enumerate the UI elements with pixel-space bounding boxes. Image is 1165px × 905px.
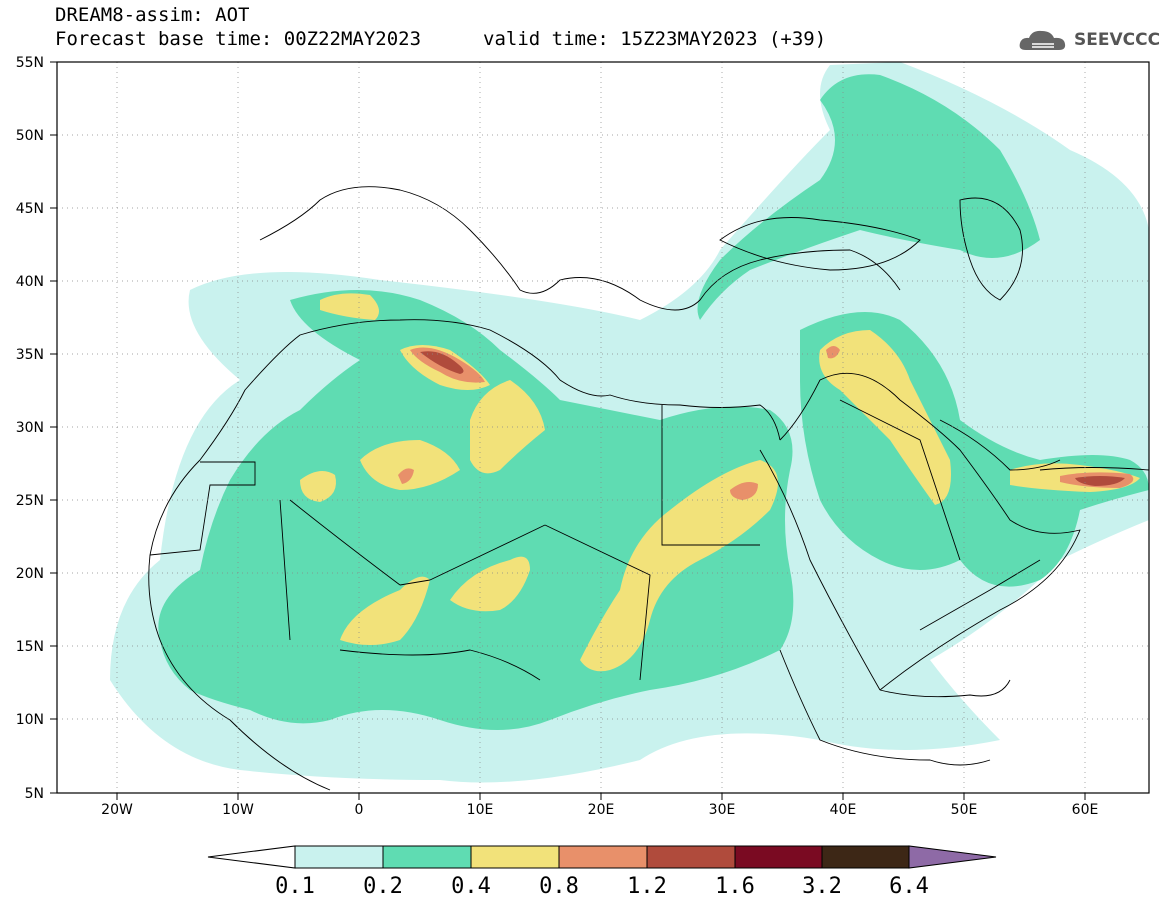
coastline-black-sea [719, 217, 921, 271]
lon-label-20w: 20W [101, 802, 133, 818]
lat-label-25n: 25N [16, 493, 44, 509]
coastline-north-africa [149, 319, 781, 556]
colorbar-segment-6 [821, 845, 910, 869]
aot-contour-yellow-10 [320, 293, 379, 320]
colorbar-low-arrow [207, 845, 296, 869]
lat-label-55n: 55N [16, 55, 44, 71]
aot-contour-green-north [697, 74, 1040, 321]
lon-label-60e: 60E [1072, 802, 1099, 818]
colorbar-segment-3 [558, 845, 648, 869]
grid-lines [57, 62, 1149, 793]
lon-label-20e: 20E [588, 802, 615, 818]
colorbar-label-4: 1.2 [627, 874, 667, 899]
coastline-arabia [779, 372, 1081, 691]
coastlines [148, 186, 1149, 791]
border-mauritania [149, 461, 256, 556]
border-libya-egypt [661, 405, 760, 546]
lat-label-15n: 15N [16, 639, 44, 655]
colorbar-label-6: 3.2 [802, 874, 842, 899]
colorbar-label-0: 0.1 [275, 874, 315, 899]
colorbar-high-arrow [908, 845, 997, 869]
aot-contour-red-2 [1075, 476, 1125, 486]
lon-label-50e: 50E [951, 802, 978, 818]
aot-contour-red-1 [420, 351, 464, 374]
lat-label-50n: 50N [16, 128, 44, 144]
lat-label-45n: 45N [16, 201, 44, 217]
lon-label-10e: 10E [467, 802, 494, 818]
colorbar-segment-2 [470, 845, 560, 869]
colorbar [207, 845, 997, 869]
lat-label-40n: 40N [16, 274, 44, 290]
colorbar-labels: 0.1 0.2 0.4 0.8 1.2 1.6 3.2 6.4 [275, 874, 929, 899]
forecast-base-time: Forecast base time: 00Z22MAY2023 [55, 28, 422, 50]
aot-contour-yellow-5 [360, 440, 460, 490]
border-ethiopia [779, 649, 991, 766]
coastline-gulf [939, 419, 1061, 471]
coastline-europe [259, 186, 901, 311]
lat-label-35n: 35N [16, 347, 44, 363]
logo-text: SEEVCCC [1074, 30, 1161, 50]
lon-label-0: 0 [355, 802, 364, 818]
coastline-caspian [959, 197, 1023, 301]
aot-contour-yellow-2 [450, 556, 530, 612]
aot-field [57, 62, 1149, 793]
longitude-labels: 20W 10W 0 10E 20E 30E 40E 50E 60E [101, 802, 1098, 818]
aot-contour-orange-5 [826, 346, 840, 359]
colorbar-label-2: 0.4 [451, 874, 491, 899]
border-saudi [839, 399, 1041, 631]
aot-contour-yellow-3 [580, 460, 778, 672]
colorbar-segment-0 [294, 845, 384, 869]
lon-label-30e: 30E [709, 802, 736, 818]
lat-label-30n: 30N [16, 420, 44, 436]
border-algeria-mali [279, 499, 431, 641]
cloud-logo-icon [1019, 30, 1066, 50]
aot-contour-orange-3 [398, 468, 414, 484]
latitude-labels: 55N 50N 45N 40N 35N 30N 25N 20N 15N 10N … [16, 55, 44, 802]
aot-contour-yellow-1 [340, 576, 430, 645]
valid-time: valid time: 15Z23MAY2023 (+39) [483, 28, 827, 50]
colorbar-segment-4 [646, 845, 736, 869]
coastline-red-sea [759, 449, 881, 691]
lon-label-40e: 40E [830, 802, 857, 818]
colorbar-label-1: 0.2 [363, 874, 403, 899]
aot-contour-yellow-8 [300, 471, 336, 502]
aot-contour-orange-2 [730, 482, 758, 500]
coastline-west-africa [148, 554, 331, 791]
tick-marks [50, 61, 1086, 800]
model-title: DREAM8-assim: AOT [55, 4, 250, 26]
lat-label-10n: 10N [16, 712, 44, 728]
lon-label-10w: 10W [222, 802, 254, 818]
colorbar-label-7: 6.4 [889, 874, 929, 899]
lat-label-20n: 20N [16, 566, 44, 582]
border-niger-nigeria [339, 649, 541, 681]
coastline-horn [879, 679, 1011, 698]
colorbar-segment-1 [382, 845, 472, 869]
border-sudan-chad [429, 524, 651, 681]
colorbar-label-5: 1.6 [715, 874, 755, 899]
colorbar-segment-5 [734, 845, 823, 869]
lat-label-5n: 5N [25, 786, 44, 802]
colorbar-label-3: 0.8 [539, 874, 579, 899]
coastline-iran [1039, 467, 1149, 471]
